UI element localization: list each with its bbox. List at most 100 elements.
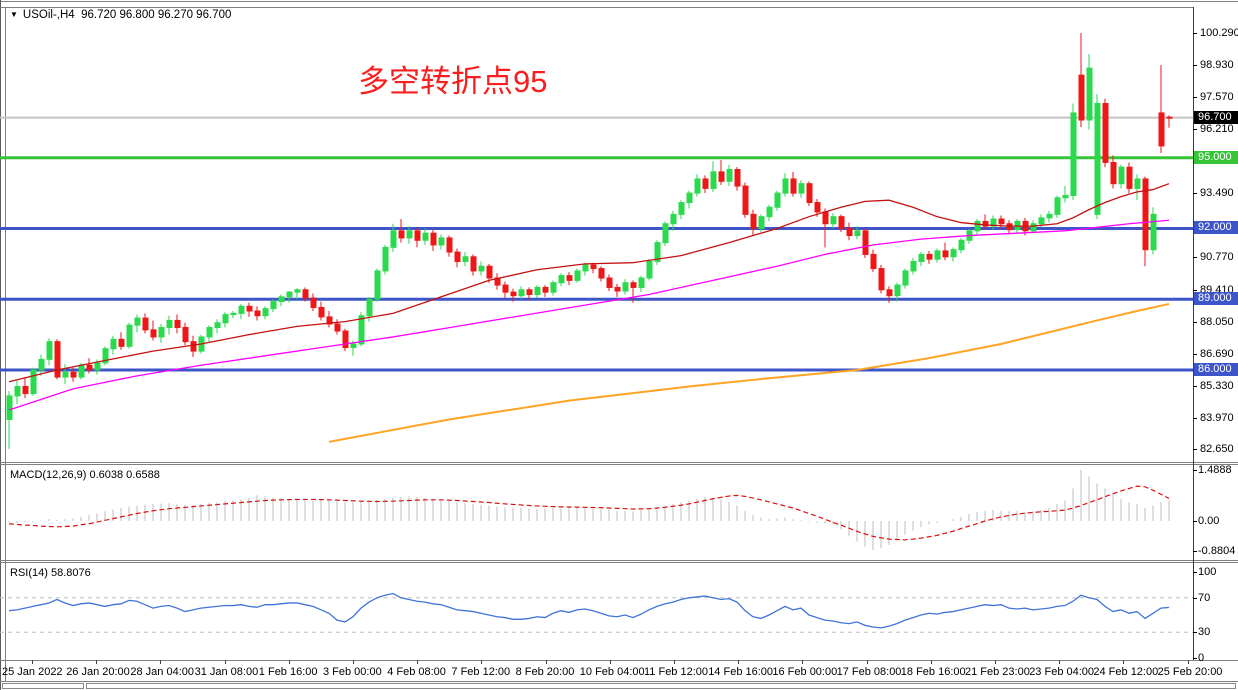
candle-body-down xyxy=(414,230,421,241)
rsi-tick xyxy=(1193,572,1197,573)
candle-body-down xyxy=(142,317,149,331)
candle-body-down xyxy=(86,364,93,371)
candle-body-up xyxy=(686,192,693,204)
rsi-tick xyxy=(1193,658,1197,659)
candle-body-up xyxy=(358,315,365,345)
candle-body-up xyxy=(126,324,133,347)
candle-body-down xyxy=(430,232,437,246)
candle-body-down xyxy=(1110,161,1117,185)
macd-indicator-label: MACD(12,26,9) 0.6038 0.6588 xyxy=(10,469,160,481)
main-chart-canvas[interactable] xyxy=(0,8,1193,462)
chevron-down-icon[interactable]: ▼ xyxy=(10,10,18,19)
candle-body-down xyxy=(742,185,749,215)
price-badge-92.000: 92.000 xyxy=(1194,221,1238,235)
candle-body-down xyxy=(118,338,125,347)
price-tick xyxy=(1193,193,1197,195)
candle-body-down xyxy=(1166,116,1173,119)
pane-divider-1a xyxy=(0,462,1238,463)
time-axis-label: 17 Feb 08:00 xyxy=(836,666,902,678)
candle-body-up xyxy=(694,178,701,194)
time-axis-label: 11 Feb 12:00 xyxy=(644,666,709,678)
candle-body-down xyxy=(254,310,261,317)
candle-body-up xyxy=(534,286,541,296)
window-border-left-inner xyxy=(5,7,6,681)
candle-body-down xyxy=(982,220,989,227)
price-tick xyxy=(1193,33,1197,34)
time-axis-label: 14 Feb 16:00 xyxy=(708,666,774,678)
time-axis-label: 10 Feb 04:00 xyxy=(579,666,645,678)
price-tick-label: 93.490 xyxy=(1200,187,1234,200)
candle-body-down xyxy=(54,341,61,378)
candle-body-up xyxy=(670,213,677,225)
ohlc-values: 96.720 96.800 96.270 96.700 xyxy=(81,9,232,21)
ma-orange-line xyxy=(328,302,1170,443)
time-axis-label: 28 Jan 04:00 xyxy=(130,666,195,678)
candle-body-down xyxy=(1126,166,1133,189)
candle-body-up xyxy=(1150,213,1157,251)
macd-pane-canvas[interactable] xyxy=(0,466,1193,560)
candle-body-down xyxy=(590,264,597,270)
scrollbar-end-box[interactable] xyxy=(2,683,84,689)
time-axis-tick xyxy=(1187,660,1189,664)
candle-body-up xyxy=(30,369,37,395)
scrollbar-thumb[interactable] xyxy=(86,683,1236,689)
candle-body-down xyxy=(606,277,613,288)
candles[interactable] xyxy=(6,33,1173,449)
candle-body-up xyxy=(934,250,941,260)
candle-body-down xyxy=(302,289,309,299)
price-tick-label: 82.650 xyxy=(1200,442,1234,455)
time-axis-tick xyxy=(353,660,354,664)
candle-body-down xyxy=(526,289,533,296)
price-tick-label: 85.330 xyxy=(1200,379,1234,392)
time-axis-tick xyxy=(417,660,419,664)
candle-body-up xyxy=(902,270,909,286)
time-axis-label: 23 Feb 04:00 xyxy=(1029,666,1095,678)
price-tick xyxy=(1193,417,1197,419)
candle-body-down xyxy=(790,178,797,194)
macd-tick xyxy=(1193,470,1197,472)
candle-body-up xyxy=(1118,166,1125,185)
price-badge-89.000: 89.000 xyxy=(1194,292,1238,306)
candle-body-down xyxy=(846,227,853,237)
candle-body-down xyxy=(630,282,637,288)
price-tick xyxy=(1193,448,1197,450)
candle-body-up xyxy=(110,338,117,350)
price-tick xyxy=(1193,65,1197,67)
time-axis-tick xyxy=(866,660,868,664)
rsi-line xyxy=(8,592,1170,629)
candle-body-up xyxy=(1086,67,1093,121)
candle-body-up xyxy=(62,371,69,378)
time-axis-label: 25 Feb 20:00 xyxy=(1157,666,1223,678)
symbol-period-label: USOil-,H4 xyxy=(22,9,75,21)
candle-body-down xyxy=(174,319,181,329)
candle-body-up xyxy=(558,275,565,284)
price-tick xyxy=(1193,289,1197,291)
rsi-pane-canvas[interactable] xyxy=(0,564,1193,660)
time-axis-tick xyxy=(160,660,162,664)
time-axis-tick xyxy=(1123,660,1125,664)
time-axis-tick xyxy=(995,660,996,664)
candle-body-down xyxy=(718,171,725,182)
time-axis-label: 26 Jan 20:00 xyxy=(66,666,130,678)
candle-body-up xyxy=(134,317,141,326)
macd-signal-line xyxy=(8,485,1170,541)
time-axis-tick xyxy=(1059,660,1061,664)
candle-body-up xyxy=(798,183,805,194)
candle-body-down xyxy=(70,371,77,378)
candle-body-down xyxy=(486,265,493,279)
candle-body-up xyxy=(910,260,917,272)
macd-tick-label: -0.8804 xyxy=(1198,545,1236,558)
chart-title: ▼ USOil-,H4 96.720 96.800 96.270 96.700 xyxy=(10,9,231,21)
candle-body-up xyxy=(438,237,445,246)
candle-body-up xyxy=(1134,178,1141,189)
candle-body-up xyxy=(422,232,429,241)
candle-body-down xyxy=(334,323,341,332)
candle-body-up xyxy=(78,364,85,378)
candle-body-up xyxy=(230,312,237,316)
price-tick xyxy=(1193,321,1197,323)
time-axis-label: 1 Feb 16:00 xyxy=(258,666,318,678)
candle-body-down xyxy=(446,237,453,253)
candle-body-down xyxy=(310,297,317,308)
candle-body-down xyxy=(398,230,405,239)
